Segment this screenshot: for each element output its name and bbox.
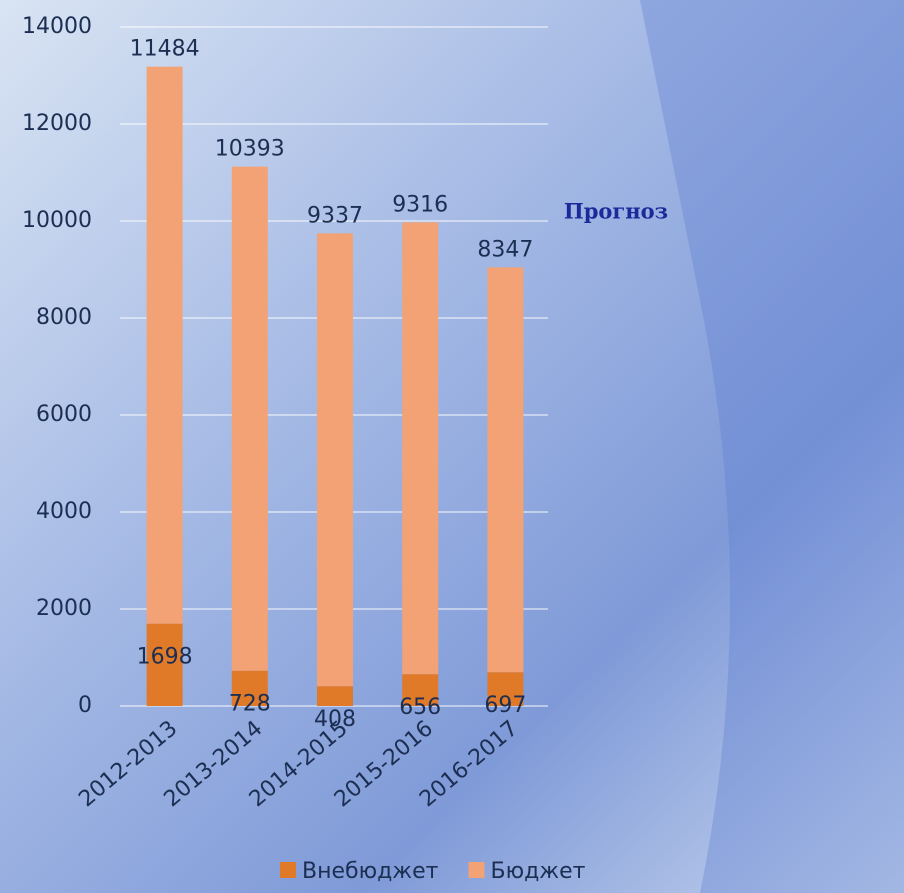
bar-segment <box>487 267 524 673</box>
data-label: 656 <box>399 695 441 720</box>
y-tick-label: 14000 <box>22 14 92 39</box>
data-label: 1698 <box>137 645 193 670</box>
bar-segment <box>146 623 183 706</box>
bar-segment <box>231 166 268 671</box>
bar-segment <box>317 233 353 687</box>
legend-label: Бюджет <box>490 859 585 884</box>
annotation: Прогноз <box>564 199 668 224</box>
y-tick-label: 6000 <box>36 402 92 427</box>
data-label: 728 <box>229 692 271 717</box>
data-label: 408 <box>314 707 356 732</box>
data-label: 697 <box>484 693 526 718</box>
data-label: 9316 <box>392 192 448 217</box>
y-tick-label: 8000 <box>36 305 92 330</box>
legend-label: Внебюджет <box>302 859 439 884</box>
data-label: 10393 <box>215 137 285 162</box>
legend-swatch <box>468 862 485 878</box>
bar-segment <box>402 222 439 675</box>
y-tick-label: 0 <box>78 693 92 718</box>
background-shape <box>640 0 904 893</box>
data-label: 9337 <box>307 203 363 228</box>
bar-segment <box>231 670 268 706</box>
y-tick-label: 2000 <box>36 596 92 621</box>
bar-segment <box>146 66 183 624</box>
bar-segment <box>317 686 353 706</box>
bar-segment <box>402 674 439 706</box>
y-tick-label: 4000 <box>36 499 92 524</box>
legend-swatch <box>280 862 296 878</box>
data-label: 11484 <box>130 37 200 62</box>
data-label: 8347 <box>477 237 533 262</box>
y-tick-label: 12000 <box>22 111 92 136</box>
y-tick-label: 10000 <box>22 208 92 233</box>
bar-segment <box>487 672 524 706</box>
